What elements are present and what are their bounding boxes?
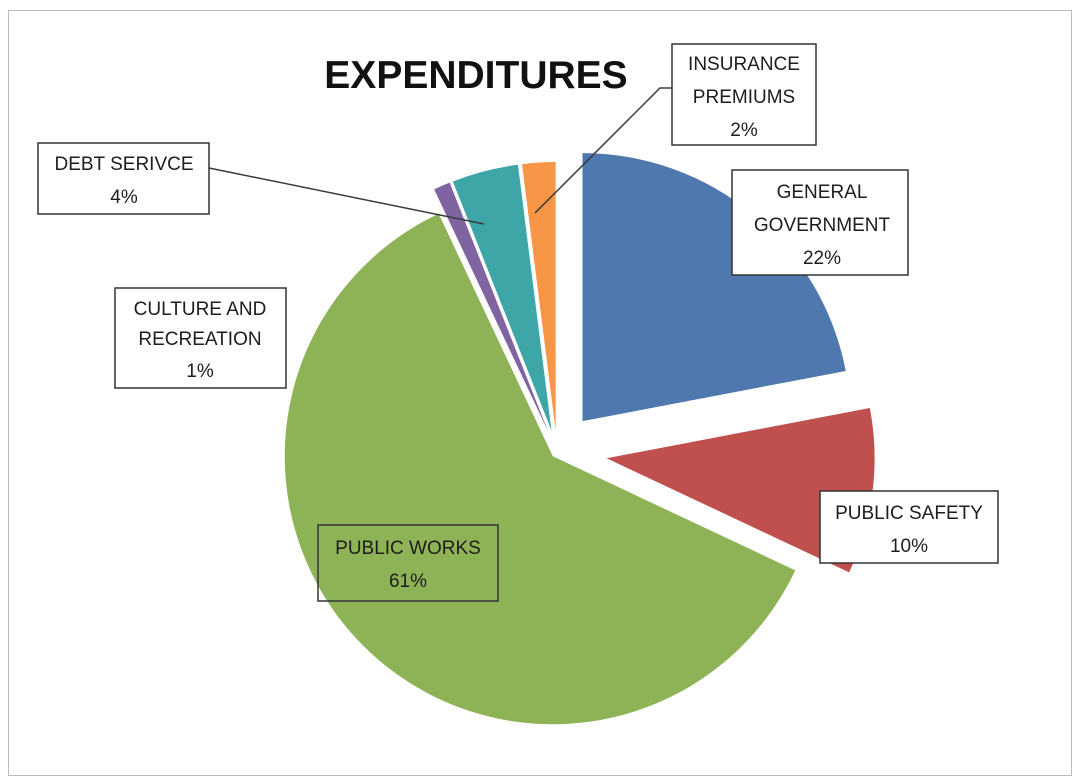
label-box [37,142,210,215]
label-text: INSURANCE [688,54,800,75]
label-percent: 4% [110,187,138,208]
label-public-safety: PUBLIC SAFETY 10% [819,490,999,564]
slice-public-safety [606,408,875,573]
label-text: DEBT SERIVCE [54,154,193,175]
label-box [317,524,499,602]
label-insurance-premiums: INSURANCE PREMIUMS 2% [671,43,817,146]
label-text: PUBLIC SAFETY [835,503,983,524]
label-text: GENERAL [777,182,868,203]
slice-general-government [582,153,846,422]
label-percent: 10% [890,536,928,557]
leader-lines [208,87,672,225]
label-percent: 61% [389,571,427,592]
label-percent: 1% [186,361,214,382]
leader-line-insurance-premiums [534,87,672,214]
label-culture-and-recreation: CULTURE AND RECREATION 1% [114,287,287,389]
label-debt-serivce: DEBT SERIVCE 4% [37,142,210,215]
label-text: CULTURE AND [134,299,267,320]
label-text: PUBLIC WORKS [335,538,481,559]
slice-public-works [284,213,796,725]
label-text: PREMIUMS [693,87,795,108]
label-public-works: PUBLIC WORKS 61% [317,524,499,602]
label-box [731,169,909,276]
slice-debt-serivce [452,164,552,431]
label-percent: 22% [803,248,841,269]
slice-culture-and-recreation [434,182,549,432]
label-box [671,43,817,146]
slice-insurance-premiums [522,162,556,431]
label-percent: 2% [730,120,758,141]
label-text: GOVERNMENT [754,215,891,236]
pie-slices [284,153,875,725]
label-box [819,490,999,564]
label-general-government: GENERAL GOVERNMENT 22% [731,169,909,276]
label-box [114,287,287,389]
label-text: RECREATION [138,329,261,350]
leader-line-debt-serivce [208,167,485,225]
chart-title: EXPENDITURES [324,54,627,97]
